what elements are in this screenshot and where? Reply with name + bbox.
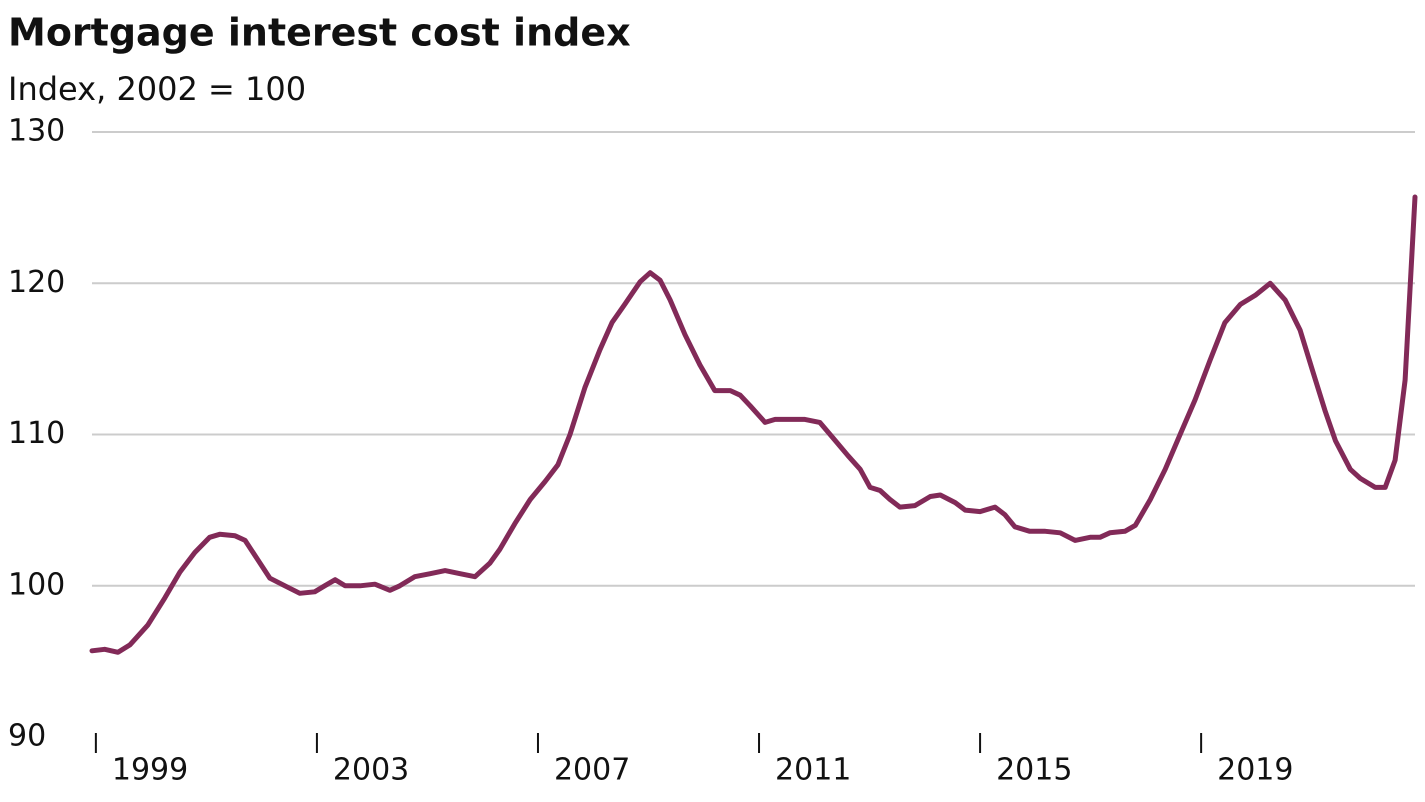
x-tick-label: 1999 [112, 753, 188, 788]
chart-title: Mortgage interest cost index [8, 11, 631, 55]
y-tick-label: 130 [8, 114, 65, 149]
data-line [89, 194, 1418, 655]
x-tick-label: 2015 [996, 753, 1072, 788]
x-tick-label: 2007 [554, 753, 630, 788]
x-tick-label: 2011 [775, 753, 851, 788]
x-tick-label: 2019 [1217, 753, 1293, 788]
y-tick-label: 90 [8, 719, 46, 754]
y-tick-label: 120 [8, 265, 65, 300]
chart-subtitle: Index, 2002 = 100 [8, 70, 306, 108]
y-tick-label: 110 [8, 416, 65, 451]
x-tick-label: 2003 [333, 753, 409, 788]
y-tick-label: 100 [8, 567, 65, 602]
